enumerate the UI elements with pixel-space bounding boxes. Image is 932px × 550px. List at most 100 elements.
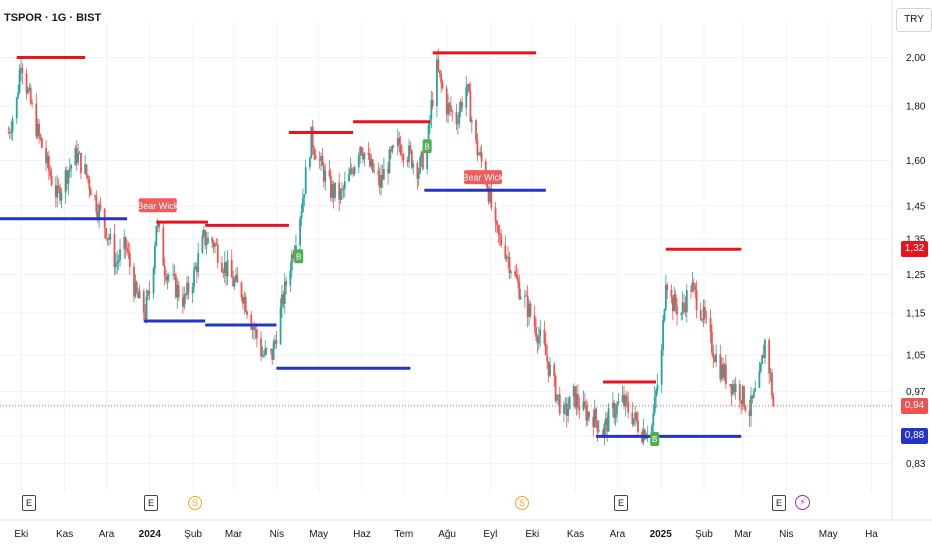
candle-body: [353, 167, 356, 175]
candle-body: [769, 372, 772, 374]
candle-body: [181, 297, 184, 307]
candle-body: [66, 170, 68, 184]
candle-body: [470, 120, 473, 123]
candle-body: [617, 401, 620, 404]
candle-body: [518, 281, 521, 299]
earnings-event-icon[interactable]: E: [22, 495, 36, 511]
y-tick-label: 1,60: [906, 156, 926, 167]
x-tick-label: 2025: [650, 529, 673, 540]
candle-body: [637, 420, 639, 432]
candle-body: [187, 282, 190, 294]
candle-body: [674, 294, 677, 307]
candle-body: [406, 159, 409, 162]
candle-body: [690, 290, 692, 292]
candle-body: [251, 327, 254, 330]
candle-body: [547, 361, 550, 376]
candle-body: [194, 266, 197, 269]
candle-body: [80, 152, 82, 174]
candle-body: [402, 155, 405, 160]
candle-body: [339, 190, 342, 200]
candle-body: [607, 408, 610, 432]
candle-body: [166, 275, 169, 281]
bear-wick-label-box: [463, 170, 502, 185]
candle-body: [148, 291, 151, 294]
candle-body: [500, 235, 503, 246]
candle-body: [586, 411, 589, 421]
candle-body: [634, 412, 637, 419]
candle-body: [27, 89, 29, 94]
candle-body: [133, 266, 135, 297]
candle-body: [549, 364, 551, 376]
candle-body: [748, 410, 751, 416]
x-tick-label: Eki: [525, 529, 539, 540]
y-tick-label: 0,97: [906, 387, 926, 398]
candle-body: [46, 155, 49, 164]
candle-body: [253, 327, 255, 331]
candle-body: [94, 195, 96, 197]
candle-body: [40, 138, 43, 148]
candle-body: [155, 226, 158, 246]
candle-body: [318, 159, 321, 161]
candle-body: [18, 70, 21, 93]
candle-body: [314, 154, 317, 160]
candle-body: [70, 165, 73, 169]
candle-body: [96, 211, 99, 218]
earnings-event-icon[interactable]: E: [144, 495, 158, 511]
candle-body: [233, 280, 236, 287]
candle-body: [114, 263, 117, 268]
candle-body: [490, 188, 493, 208]
candle-body: [683, 302, 685, 306]
currency-button[interactable]: TRY: [896, 8, 932, 32]
candle-body: [398, 137, 401, 145]
candle-body: [113, 234, 116, 268]
candle-body: [329, 176, 332, 198]
candle-body: [216, 244, 219, 263]
candle-body: [36, 123, 39, 137]
candle-body: [260, 338, 262, 357]
split-event-icon[interactable]: ⚡: [795, 495, 810, 510]
candle-body: [39, 134, 42, 139]
earnings-event-icon[interactable]: E: [772, 495, 786, 511]
x-tick-label: Nis: [270, 529, 284, 540]
candle-body: [477, 154, 480, 156]
x-tick-label: Haz: [353, 529, 371, 540]
candle-body: [759, 363, 762, 372]
bull-label-box: [422, 139, 432, 154]
candle-body: [214, 243, 216, 247]
candle-body: [47, 155, 50, 171]
candle-body: [236, 274, 239, 283]
candle-body: [163, 265, 166, 276]
symbol-title[interactable]: TSPOR · 1G · BIST: [4, 12, 102, 24]
candle-body: [772, 395, 775, 407]
candle-body: [289, 270, 292, 286]
candle-body: [553, 364, 556, 377]
bear-wick-label: Bear Wick: [462, 173, 504, 183]
candle-body: [50, 175, 53, 186]
earnings-event-icon[interactable]: E: [614, 495, 628, 511]
candle-body: [426, 147, 429, 170]
candle-body: [144, 312, 147, 320]
candle-body: [382, 169, 385, 180]
candle-body: [614, 413, 617, 418]
candle-body: [31, 103, 34, 105]
candle-body: [172, 274, 174, 276]
candle-body: [193, 268, 195, 287]
dividend-event-icon[interactable]: S: [188, 496, 202, 510]
candle-body: [396, 137, 399, 147]
candle-body: [751, 395, 754, 398]
candle-body: [652, 413, 655, 426]
candle-body: [577, 394, 579, 406]
candle-body: [321, 156, 324, 166]
candle-body: [475, 120, 477, 141]
candle-body: [606, 418, 609, 432]
candle-body: [635, 412, 638, 421]
candle-body: [741, 386, 744, 404]
candle-body: [173, 274, 176, 276]
candle-body: [671, 297, 674, 312]
x-tick-label: Şub: [695, 529, 713, 540]
dividend-event-icon[interactable]: S: [515, 496, 529, 510]
candle-body: [692, 282, 695, 286]
x-tick-label: Ara: [99, 529, 115, 540]
candle-body: [476, 140, 479, 156]
